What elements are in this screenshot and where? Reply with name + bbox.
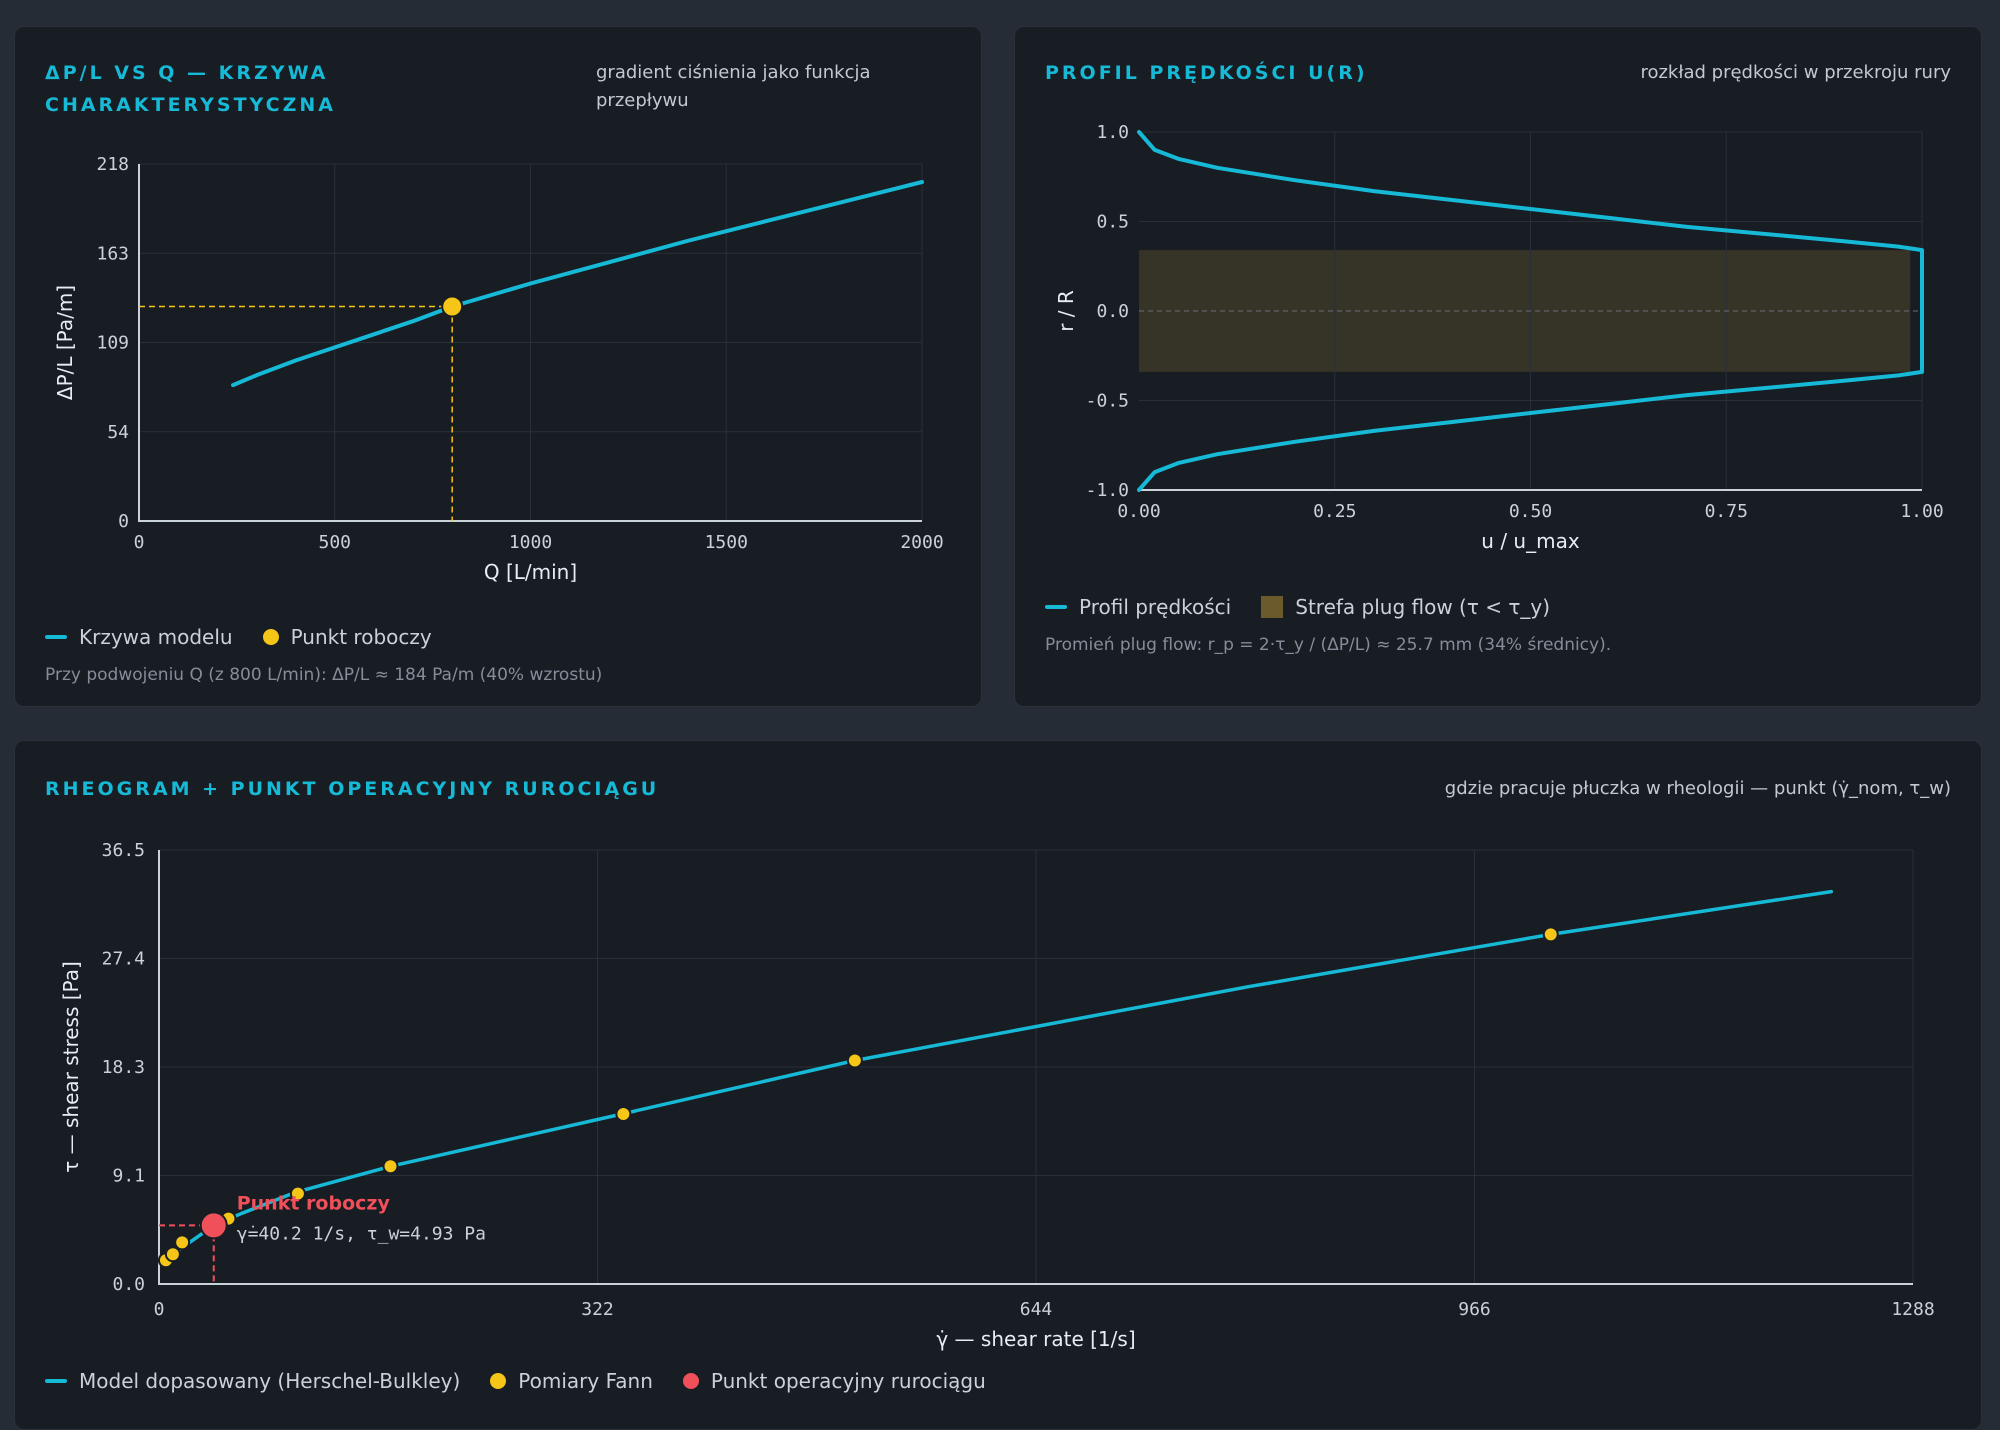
panel-title: RHEOGRAM + PUNKT OPERACYJNY RUROCIĄGU <box>45 778 660 800</box>
x-tick-label: 1000 <box>509 532 552 553</box>
chart-note: Promień plug flow: r_p = 2·τ_y / (ΔP/L) … <box>1045 635 1612 655</box>
panel-subtitle-line-2: przepływu <box>596 90 689 111</box>
y-tick-label: 9.1 <box>112 1166 145 1187</box>
y-tick-label: 109 <box>96 333 129 354</box>
y-axis-label: τ — shear stress [Pa] <box>59 961 83 1173</box>
y-axis-label: r / R <box>1054 290 1078 332</box>
box-swatch-icon <box>1261 596 1284 618</box>
chart-legend: Krzywa modelu Punkt roboczy <box>45 625 462 649</box>
x-tick-label: 0.00 <box>1117 501 1160 522</box>
legend-item-point[interactable]: Punkt roboczy <box>262 625 432 649</box>
x-tick-label: 500 <box>318 532 351 553</box>
fann-measurement-point <box>382 1158 399 1175</box>
legend-label: Pomiary Fann <box>518 1369 653 1393</box>
panel-title: ΔP/L VS Q — KRZYWA CHARAKTERYSTYCZNA <box>45 57 336 121</box>
legend-item-plug[interactable]: Strefa plug flow (τ < τ_y) <box>1261 595 1550 619</box>
y-tick-label: 163 <box>96 243 129 264</box>
fann-measurement-point <box>846 1052 863 1069</box>
y-tick-label: 1.0 <box>1096 122 1129 143</box>
plug-flow-zone <box>1139 250 1911 372</box>
legend-label: Punkt roboczy <box>290 625 432 649</box>
fann-measurement-point <box>289 1185 306 1202</box>
y-tick-label: 18.3 <box>102 1057 145 1078</box>
legend-item-op[interactable]: Punkt operacyjny rurociągu <box>682 1369 986 1393</box>
fann-measurement-point <box>1542 926 1559 943</box>
op-label: Punkt roboczy <box>237 1192 391 1214</box>
x-tick-label: 0.25 <box>1313 501 1356 522</box>
x-tick-label: 0 <box>134 532 145 553</box>
fann-measurement-point <box>174 1234 191 1251</box>
line-swatch-icon <box>45 635 67 639</box>
y-tick-label: 36.5 <box>102 840 145 861</box>
dot-swatch-icon <box>490 1373 507 1389</box>
model-fit-line <box>164 889 1834 1262</box>
panel-title-line-2: CHARAKTERYSTYCZNA <box>45 94 336 116</box>
legend-label: Model dopasowany (Herschel-Bulkley) <box>79 1369 461 1393</box>
x-tick-label: 644 <box>1020 1299 1053 1320</box>
dot-swatch-icon <box>262 629 279 645</box>
x-tick-label: 1500 <box>705 532 748 553</box>
panel-pressure-gradient: ΔP/L VS Q — KRZYWA CHARAKTERYSTYCZNA gra… <box>14 26 982 707</box>
panel-subtitle: gradient ciśnienia jako funkcja przepływ… <box>596 59 871 115</box>
operating-point-marker <box>441 295 464 318</box>
operating-point-marker <box>199 1211 228 1240</box>
x-tick-label: 1288 <box>1891 1299 1934 1320</box>
chart-legend: Model dopasowany (Herschel-Bulkley) Pomi… <box>45 1369 1016 1393</box>
x-tick-label: 2000 <box>900 532 943 553</box>
legend-item-profile[interactable]: Profil prędkości <box>1045 595 1231 619</box>
panel-subtitle: gdzie pracuje płuczka w rheologii — punk… <box>1444 778 1951 799</box>
y-tick-label: 0.5 <box>1096 212 1129 233</box>
panel-subtitle-line-1: gradient ciśnienia jako funkcja <box>596 62 871 83</box>
model-curve-line <box>231 180 924 388</box>
panel-title: PROFIL PRĘDKOŚCI U(R) <box>1045 62 1368 84</box>
x-tick-label: 0 <box>154 1299 165 1320</box>
dot-swatch-icon <box>682 1373 699 1389</box>
y-tick-label: 54 <box>107 422 129 443</box>
legend-label: Punkt operacyjny rurociągu <box>710 1369 986 1393</box>
x-axis-label: u / u_max <box>1481 529 1580 553</box>
line-swatch-icon <box>45 1379 67 1383</box>
velocity-profile-line <box>1137 130 1924 492</box>
y-tick-label: 218 <box>96 154 129 175</box>
legend-label: Strefa plug flow (τ < τ_y) <box>1295 595 1551 619</box>
panel-subtitle: rozkład prędkości w przekroju rury <box>1640 62 1951 83</box>
x-axis-label: Q [L/min] <box>484 560 577 584</box>
y-tick-label: 0 <box>118 511 129 532</box>
legend-item-model[interactable]: Krzywa modelu <box>45 625 233 649</box>
y-tick-label: 27.4 <box>102 949 145 970</box>
line-swatch-icon <box>1045 605 1067 609</box>
y-axis-label: ΔP/L [Pa/m] <box>53 285 77 400</box>
legend-item-model[interactable]: Model dopasowany (Herschel-Bulkley) <box>45 1369 460 1393</box>
y-tick-label: -1.0 <box>1086 480 1129 501</box>
legend-label: Profil prędkości <box>1079 595 1232 619</box>
x-tick-label: 322 <box>581 1299 614 1320</box>
chart-legend: Profil prędkości Strefa plug flow (τ < τ… <box>1045 595 1580 619</box>
panel-title-line-1: ΔP/L VS Q — KRZYWA <box>45 62 329 84</box>
op-value-label: γ̇=40.2 1/s, τ_w=4.93 Pa <box>237 1223 486 1244</box>
y-tick-label: 0.0 <box>112 1274 145 1295</box>
panel-rheogram: RHEOGRAM + PUNKT OPERACYJNY RUROCIĄGU gd… <box>14 740 1982 1430</box>
x-tick-label: 1.00 <box>1900 501 1943 522</box>
x-tick-label: 966 <box>1458 1299 1491 1320</box>
chart-note: Przy podwojeniu Q (z 800 L/min): ΔP/L ≈ … <box>45 665 603 685</box>
y-tick-label: -0.5 <box>1086 391 1129 412</box>
x-tick-label: 0.50 <box>1509 501 1552 522</box>
fann-measurement-point <box>615 1105 632 1122</box>
y-tick-label: 0.0 <box>1096 301 1129 322</box>
x-tick-label: 0.75 <box>1705 501 1748 522</box>
x-axis-label: γ̇ — shear rate [1/s] <box>936 1327 1135 1351</box>
legend-item-fann[interactable]: Pomiary Fann <box>490 1369 653 1393</box>
legend-label: Krzywa modelu <box>79 625 233 649</box>
fann-measurement-point <box>164 1246 181 1263</box>
